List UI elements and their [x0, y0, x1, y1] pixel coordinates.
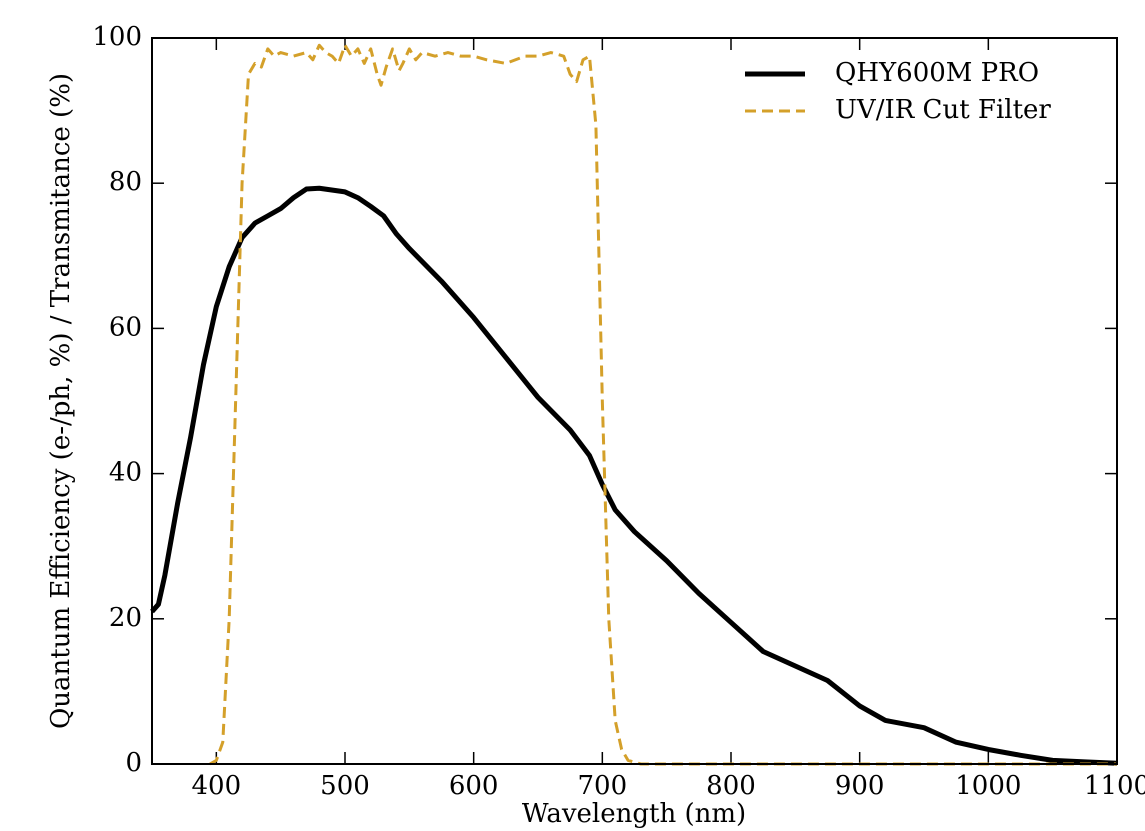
x-tick-label: 400 — [192, 771, 242, 801]
legend-label: UV/IR Cut Filter — [835, 95, 1051, 125]
x-tick-label: 800 — [706, 771, 756, 801]
x-axis-label: Wavelength (nm) — [522, 799, 746, 829]
y-tick-label: 80 — [109, 167, 142, 197]
x-tick-label: 900 — [835, 771, 885, 801]
x-tick-label: 700 — [578, 771, 628, 801]
legend-label: QHY600M PRO — [835, 58, 1039, 88]
x-tick-label: 600 — [449, 771, 499, 801]
plot-frame — [151, 37, 1118, 765]
series-line — [150, 185, 1118, 766]
y-tick-label: 100 — [92, 22, 142, 52]
y-axis-label: Quantum Efficiency (e-/ph, %) / Transmit… — [46, 73, 76, 729]
y-tick-label: 40 — [109, 458, 142, 488]
x-tick-label: 1100 — [1084, 771, 1145, 801]
y-tick-label: 20 — [109, 603, 142, 633]
series-line — [209, 43, 1117, 766]
x-tick-label: 1000 — [955, 771, 1021, 801]
x-tick-label: 500 — [320, 771, 370, 801]
y-tick-label: 60 — [109, 312, 142, 342]
y-tick-label: 0 — [125, 748, 142, 778]
